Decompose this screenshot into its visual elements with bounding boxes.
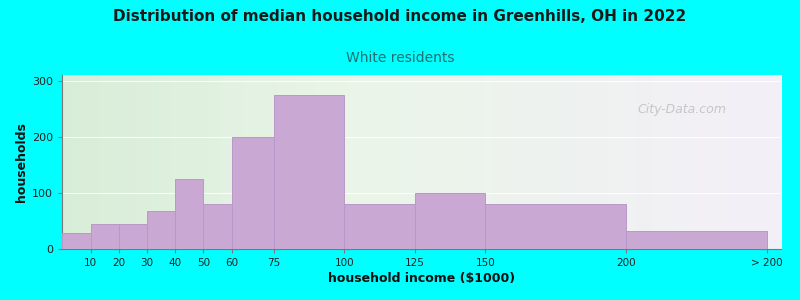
Text: Distribution of median household income in Greenhills, OH in 2022: Distribution of median household income … [114, 9, 686, 24]
Bar [414, 193, 486, 249]
Bar [90, 224, 118, 249]
Text: White residents: White residents [346, 51, 454, 65]
Bar [626, 231, 767, 249]
Bar [175, 179, 203, 249]
Y-axis label: households: households [15, 122, 28, 202]
X-axis label: household income ($1000): household income ($1000) [328, 272, 515, 285]
Bar [274, 94, 344, 249]
Bar [231, 137, 274, 249]
Bar [203, 204, 231, 249]
Text: City-Data.com: City-Data.com [638, 103, 726, 116]
Bar [344, 204, 414, 249]
Bar [62, 233, 90, 249]
Bar [118, 224, 147, 249]
Bar [486, 204, 626, 249]
Bar [147, 211, 175, 249]
